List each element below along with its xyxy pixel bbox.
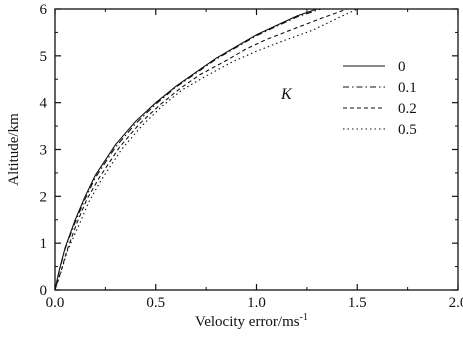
y-tick-label: 6 — [40, 2, 48, 18]
series-line-0 — [54, 8, 318, 291]
legend-label-0-5: 0.5 — [398, 122, 417, 138]
legend-label-0: 0 — [398, 59, 406, 75]
y-tick-label: 0 — [40, 283, 48, 299]
plot-lines — [54, 8, 358, 291]
x-tick-label: 2.0 — [449, 295, 463, 311]
legend-label-0-1: 0.1 — [398, 80, 417, 96]
legend: 0 0.1 0.2 0.5 — [343, 59, 417, 138]
series-line-0-5 — [54, 8, 358, 291]
y-tick-label: 4 — [40, 96, 48, 112]
x-tick-label: 0.0 — [46, 295, 65, 311]
x-tick-label: 0.5 — [146, 295, 165, 311]
legend-label-0-2: 0.2 — [398, 101, 417, 117]
x-tick-label: 1.5 — [348, 295, 367, 311]
y-tick-label: 5 — [40, 49, 48, 65]
x-axis-title-main: Velocity error/ms — [195, 314, 300, 330]
series-line-0-2 — [54, 8, 348, 291]
tick-labels: 0.0 0.5 1.0 1.5 2.0 0 1 2 3 4 5 6 — [40, 2, 463, 311]
y-axis-title: Altitude/km — [6, 113, 22, 186]
ticks — [54, 8, 459, 291]
x-axis-title: Velocity error/ms-1 — [195, 312, 308, 330]
x-axis-title-superscript: -1 — [300, 312, 308, 323]
y-tick-label: 3 — [40, 143, 48, 159]
y-tick-label: 2 — [40, 189, 48, 205]
legend-title-k: K — [280, 86, 293, 103]
y-tick-label: 1 — [40, 236, 48, 252]
series-line-0-1 — [54, 8, 322, 291]
x-tick-label: 1.0 — [247, 295, 266, 311]
